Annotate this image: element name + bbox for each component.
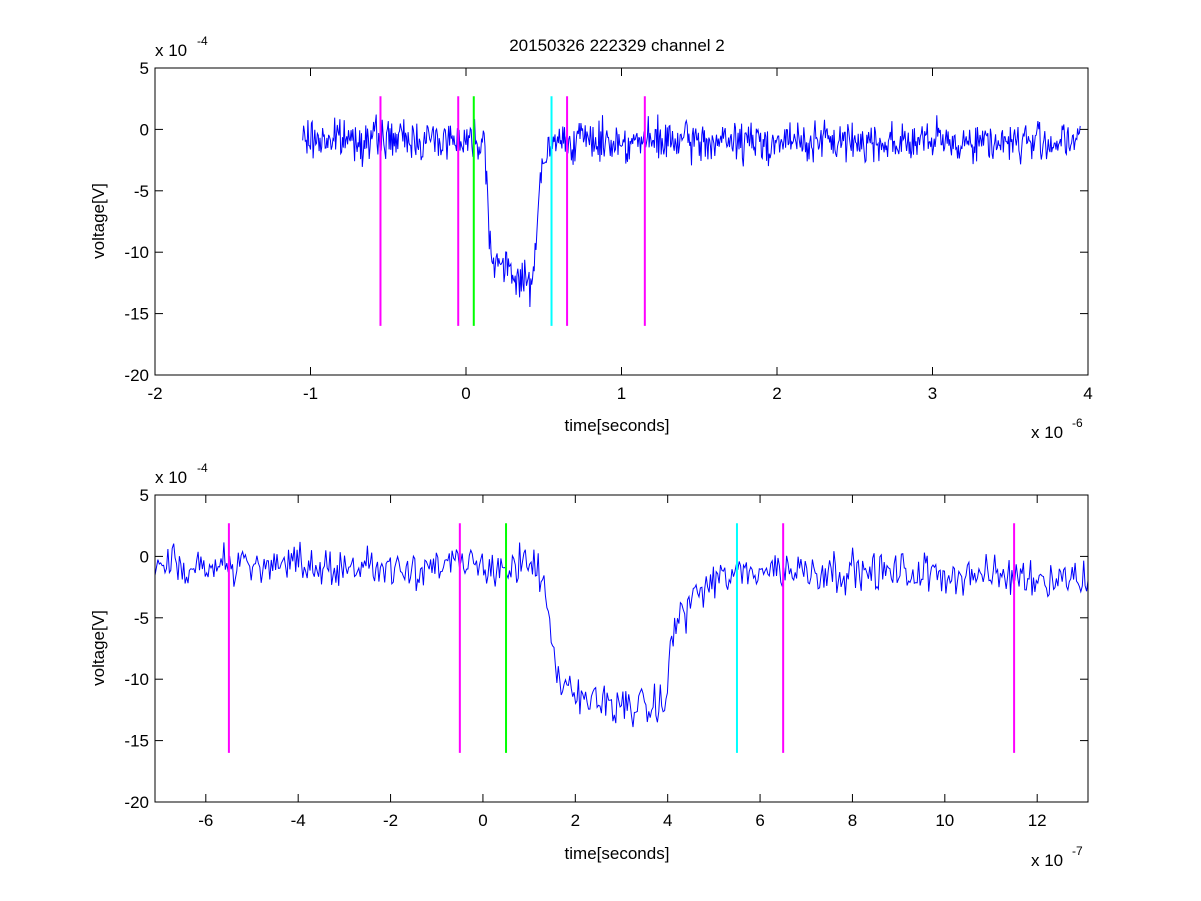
y-tick-label: 0: [140, 547, 149, 566]
x-tick-label: -2: [383, 811, 398, 830]
x-tick-label: -6: [198, 811, 213, 830]
bottom-plot-ylabel: voltage[V]: [89, 610, 108, 686]
bottom-plot-y-exponent: x 10 -4: [155, 461, 208, 487]
top-plot: -2 -1 0 1 2 3 450-5-10-15-20 voltage[V] time[s…: [89, 34, 1093, 442]
y-tick-label: -15: [124, 732, 149, 751]
y-tick-label: -20: [124, 366, 149, 385]
top-plot-y-exponent-power: -4: [197, 34, 208, 48]
bottom-plot-y-exponent-power: -4: [197, 461, 208, 475]
bottom-plot-x-exponent: x 10 -7: [1031, 844, 1083, 870]
top-plot-y-exponent: x 10 -4: [155, 34, 208, 60]
x-tick-label: 4: [663, 811, 672, 830]
x-tick-label: 8: [848, 811, 857, 830]
x-tick-label: 6: [755, 811, 764, 830]
signal-trace: [302, 114, 1081, 308]
x-tick-label: 0: [461, 384, 470, 403]
y-tick-label: 5: [140, 486, 149, 505]
x-tick-label: 4: [1083, 384, 1092, 403]
signal-trace: [154, 541, 1089, 728]
top-plot-x-exponent-power: -6: [1072, 416, 1083, 430]
x-tick-label: 10: [935, 811, 954, 830]
top-plot-xlabel: time[seconds]: [565, 416, 670, 435]
top-plot-frame: [154, 67, 1089, 376]
y-tick-label: 0: [140, 120, 149, 139]
y-tick-label: -5: [134, 609, 149, 628]
y-tick-label: -15: [124, 305, 149, 324]
y-tick-label: -10: [124, 670, 149, 689]
x-tick-label: -4: [291, 811, 306, 830]
y-tick-label: -5: [134, 182, 149, 201]
x-tick-label: 2: [571, 811, 580, 830]
bottom-plot-x-exponent-base: x 10: [1031, 851, 1063, 870]
y-tick-label: 5: [140, 59, 149, 78]
figure-title: 20150326 222329 channel 2: [509, 36, 725, 55]
top-plot-y-exponent-base: x 10: [155, 41, 187, 60]
y-tick-label: -10: [124, 243, 149, 262]
x-tick-label: -2: [147, 384, 162, 403]
bottom-plot-y-exponent-base: x 10: [155, 468, 187, 487]
x-tick-label: 3: [928, 384, 937, 403]
top-plot-ticks: -2 -1 0 1 2 3 450-5-10-15-20: [124, 59, 1092, 403]
bottom-plot-x-exponent-power: -7: [1072, 844, 1083, 858]
top-plot-x-exponent: x 10 -6: [1031, 416, 1083, 442]
x-tick-label: -1: [303, 384, 318, 403]
bottom-plot-frame: [154, 494, 1089, 803]
x-tick-label: 2: [772, 384, 781, 403]
top-plot-traces: [302, 96, 1081, 326]
x-tick-label: 12: [1028, 811, 1047, 830]
top-plot-ylabel: voltage[V]: [89, 183, 108, 259]
y-tick-label: -20: [124, 793, 149, 812]
bottom-plot-traces: [154, 523, 1089, 753]
x-tick-label: 0: [478, 811, 487, 830]
x-tick-label: 1: [617, 384, 626, 403]
bottom-plot-xlabel: time[seconds]: [565, 844, 670, 863]
top-plot-x-exponent-base: x 10: [1031, 423, 1063, 442]
